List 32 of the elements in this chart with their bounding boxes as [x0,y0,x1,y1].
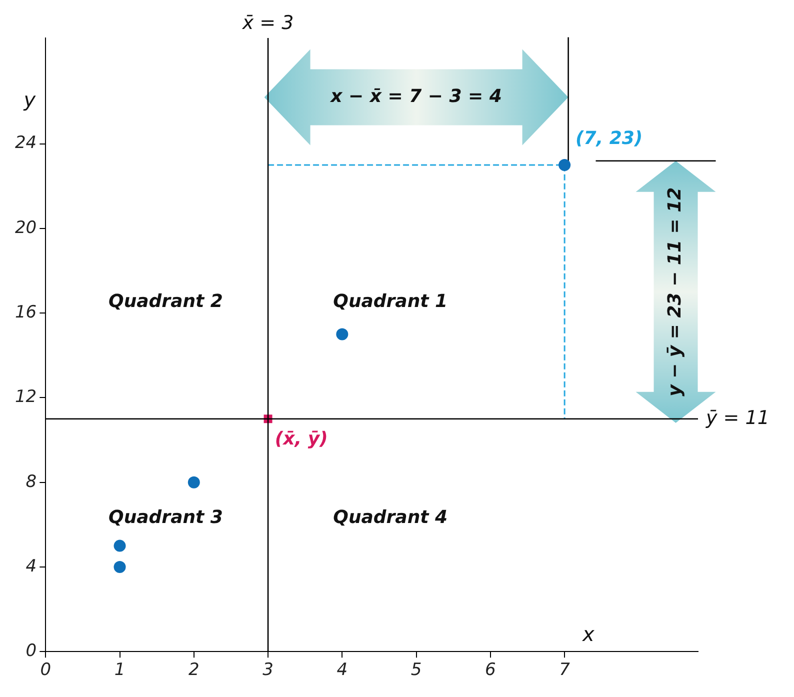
annotation: (x̄, ȳ) [274,428,328,450]
annotation: Quadrant 2 [108,291,223,312]
point [114,540,126,552]
y-tick-label: 24 [14,133,37,154]
x-tick-label: 7 [559,660,570,680]
annotation: y − ȳ = 23 − 11 = 12 [664,187,686,396]
y-tick-label: 0 [26,641,37,662]
annotation: Quadrant 4 [333,506,448,528]
point [188,476,200,488]
x-axis-title: x [582,622,595,646]
y-axis-title: y [22,88,37,112]
point [558,158,571,171]
point [114,560,126,573]
x-tick-label: 5 [410,660,422,680]
ref-line-label: ȳ = 11 [705,406,770,429]
annotation: Quadrant 3 [108,506,223,528]
y-tick-label: 20 [14,218,37,238]
annotation: x − x̄ = 7 − 3 = 4 [330,86,502,107]
x-tick-label: 6 [485,660,496,680]
x-tick-label: 3 [262,660,274,680]
y-tick-label: 16 [14,302,37,322]
point [336,328,348,340]
annotation: Quadrant 1 [333,291,448,312]
annotation: (7, 23) [575,128,643,150]
y-tick-label: 12 [14,387,37,408]
y-tick-label: 8 [26,472,37,492]
x-tick-label: 2 [188,660,200,680]
x-tick-label: 0 [40,660,52,680]
x-tick-label: 1 [114,660,126,680]
x-tick-label: 4 [336,660,348,680]
y-tick-label: 4 [26,556,37,576]
ref-line-label: x̄ = 3 [241,12,294,34]
